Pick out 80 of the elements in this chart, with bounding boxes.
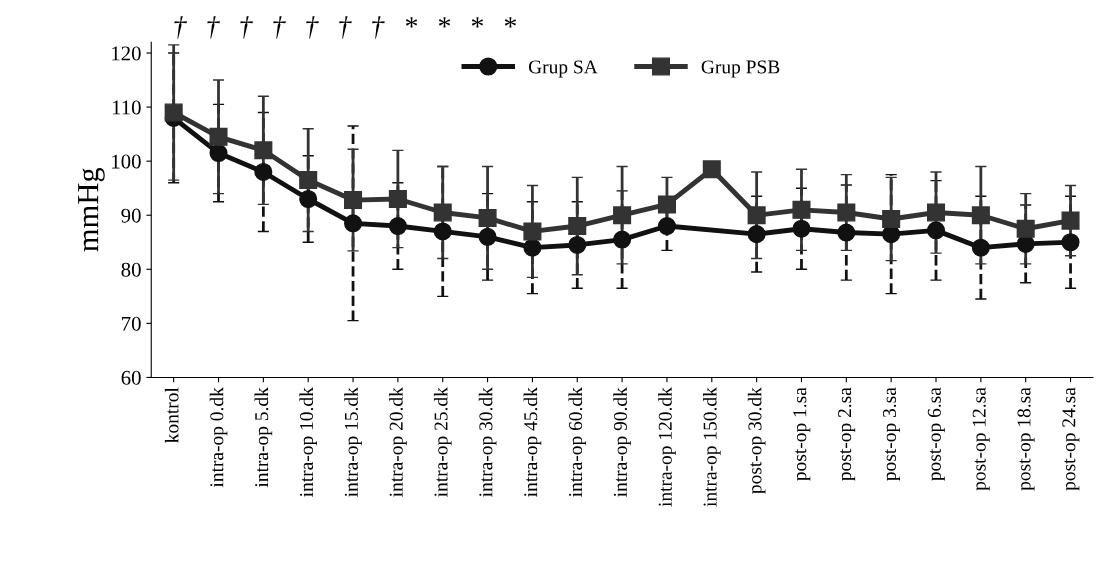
y-axis-title: mmHg — [78, 167, 105, 252]
point — [837, 223, 856, 242]
x-tick-label: intra-op 0.dk — [209, 387, 228, 488]
point — [299, 189, 318, 209]
text: † — [372, 16, 385, 39]
legend-label: Grup SA — [528, 60, 598, 78]
x-tick-label: intra-op 15.dk — [344, 387, 362, 497]
point — [971, 238, 990, 257]
y-tick-label: 120 — [112, 46, 141, 61]
y-tick-label: 110 — [112, 100, 141, 115]
point — [254, 162, 273, 181]
text: * — [471, 17, 484, 28]
x-tick-label: post-op 2.sa — [838, 387, 856, 481]
x-tick-label: post-op 24.sa — [1062, 387, 1080, 491]
text: * — [438, 17, 451, 28]
x-tick-label: post-op 30.dk — [747, 387, 766, 494]
point — [747, 206, 766, 225]
x-tick-label: intra-op 5.dk — [254, 387, 273, 488]
point — [523, 222, 542, 241]
x-tick-label: intra-op 120.dk — [658, 387, 676, 507]
point — [792, 219, 811, 238]
point — [344, 191, 363, 210]
point — [523, 238, 542, 257]
x-tick-label: post-op 18.sa — [1017, 387, 1035, 491]
point — [478, 208, 497, 227]
point — [792, 200, 811, 219]
point — [657, 217, 676, 236]
point — [433, 203, 452, 222]
x-tick-label: post-op 6.sa — [927, 387, 945, 481]
point — [478, 227, 497, 246]
text: † — [306, 16, 319, 39]
point — [388, 189, 407, 209]
y-tick-label: 80 — [121, 262, 141, 277]
x-tick-label: post-op 3.sa — [882, 387, 900, 481]
point — [254, 141, 273, 160]
point — [209, 144, 228, 163]
point — [568, 235, 587, 254]
point — [433, 222, 452, 241]
point — [747, 225, 766, 244]
point — [882, 209, 901, 229]
x-tick-label: intra-op 90.dk — [613, 387, 631, 497]
point — [164, 103, 183, 122]
x-tick-label: intra-op 45.dk — [523, 387, 542, 497]
text: * — [504, 17, 517, 28]
point — [388, 217, 407, 236]
y-tick-label: 60 — [121, 370, 141, 385]
text: † — [273, 16, 286, 39]
point — [926, 203, 946, 222]
y-tick-label: 100 — [112, 154, 141, 169]
point — [344, 214, 363, 233]
x-tick-label: intra-op 150.dk — [702, 387, 721, 507]
point — [1061, 233, 1080, 252]
x-tick-label: intra-op 30.dk — [478, 387, 497, 497]
point — [837, 203, 856, 222]
x-tick-label: intra-op 60.dk — [568, 387, 587, 497]
point — [926, 221, 946, 240]
x-tick-label: intra-op 10.dk — [299, 387, 318, 497]
point — [1061, 211, 1080, 230]
point — [657, 195, 676, 214]
x-tick-label: intra-op 20.dk — [389, 387, 407, 497]
x-tick-label: post-op 12.sa — [972, 387, 990, 491]
text: † — [339, 16, 352, 39]
point — [299, 171, 318, 190]
text: † — [174, 16, 187, 39]
y-tick-label: 90 — [121, 208, 141, 223]
point — [613, 206, 632, 225]
point — [613, 230, 632, 249]
legend-label: Grup PSB — [701, 60, 780, 78]
text: † — [240, 16, 253, 39]
point — [971, 206, 990, 225]
x-tick-label: kontrol — [164, 387, 179, 443]
x-tick-label: post-op 1.sa — [793, 387, 811, 481]
x-tick-label: intra-op 25.dk — [433, 387, 452, 497]
text: † — [207, 16, 220, 39]
point — [209, 127, 228, 146]
point — [568, 217, 587, 236]
point — [702, 160, 721, 179]
y-tick-label: 70 — [122, 316, 141, 331]
point — [1016, 219, 1035, 238]
text: * — [405, 17, 418, 28]
